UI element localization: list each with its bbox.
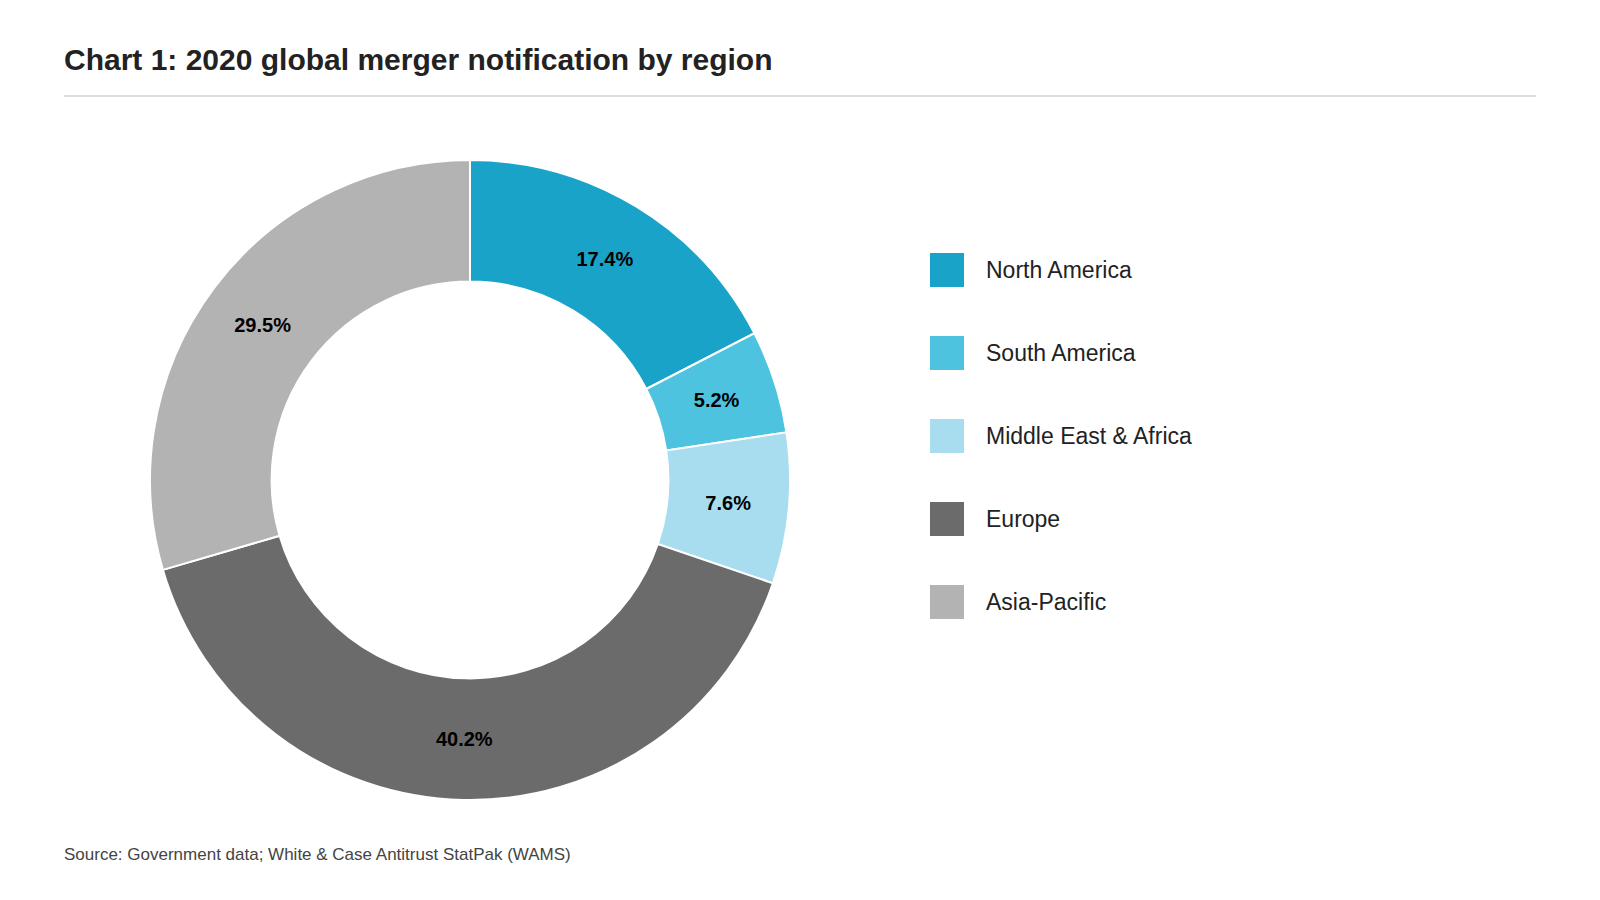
title: Chart 1: 2020 global merger notification… bbox=[64, 43, 772, 76]
legend-swatch bbox=[930, 253, 964, 287]
legend-label: Asia-Pacific bbox=[986, 589, 1106, 615]
legend: North America South America Middle East & … bbox=[930, 253, 1192, 619]
data-label: 29.5% bbox=[234, 314, 291, 336]
title-rule bbox=[64, 96, 1536, 97]
legend-swatch bbox=[930, 419, 964, 453]
legend-label: North America bbox=[986, 257, 1132, 283]
source-note: Source: Government data; White & Case An… bbox=[64, 845, 571, 864]
data-label: 7.6% bbox=[705, 492, 751, 514]
legend-swatch bbox=[930, 336, 964, 370]
data-label: 5.2% bbox=[694, 389, 740, 411]
chart: Chart 1: 2020 global merger notification… bbox=[0, 0, 1600, 900]
slice bbox=[163, 536, 773, 800]
slice bbox=[646, 333, 786, 450]
slice bbox=[150, 160, 470, 570]
data-label: 40.2% bbox=[436, 728, 493, 750]
legend-label: South America bbox=[986, 340, 1136, 366]
legend-swatch bbox=[930, 585, 964, 619]
legend-label: Middle East & Africa bbox=[986, 423, 1192, 449]
data-label: 17.4% bbox=[576, 248, 633, 270]
legend-label: Europe bbox=[986, 506, 1060, 532]
legend-swatch bbox=[930, 502, 964, 536]
slices bbox=[150, 160, 790, 800]
data-labels: 17.4% 5.2% 7.6% 40.2% 29.5% bbox=[234, 248, 751, 750]
